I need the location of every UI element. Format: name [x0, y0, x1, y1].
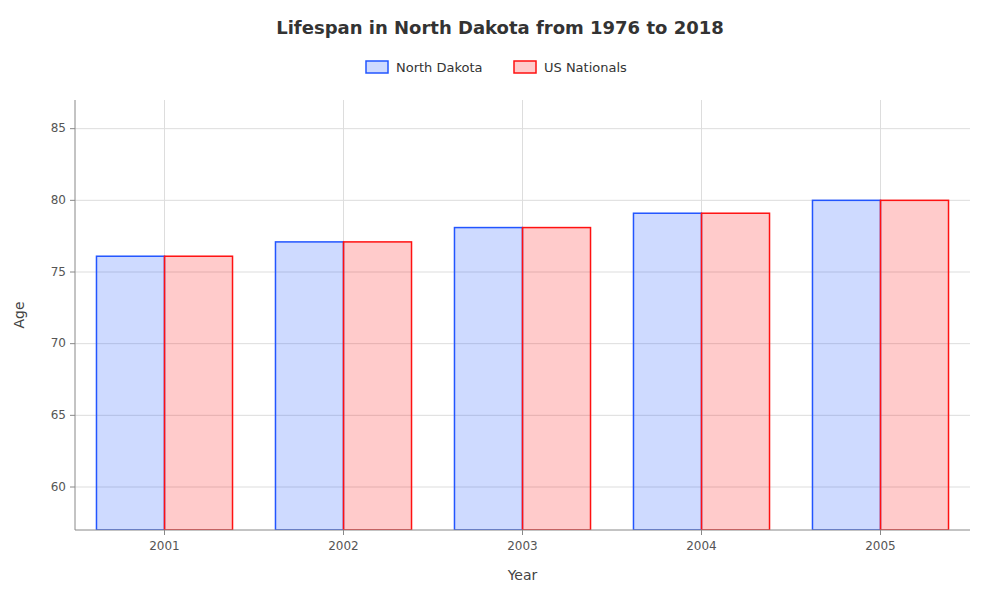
- y-tick: [70, 272, 75, 273]
- legend: North Dakota US Nationals: [366, 60, 627, 75]
- x-tick-label: 2002: [328, 539, 359, 553]
- axes: 60 65 70 75 80 85 2001 2002 2003 2004 2005: [51, 100, 970, 553]
- bar: [165, 256, 233, 530]
- y-tick: [70, 415, 75, 416]
- y-tick: [70, 200, 75, 201]
- bar: [275, 242, 343, 530]
- bar: [633, 213, 701, 530]
- x-tick: [701, 530, 702, 535]
- y-axis-line: [75, 100, 76, 530]
- y-tick-label: 80: [51, 193, 66, 207]
- bar: [702, 213, 770, 530]
- bar: [344, 242, 412, 530]
- x-axis-label: Year: [507, 567, 538, 583]
- y-tick: [70, 128, 75, 129]
- x-tick-label: 2001: [149, 539, 180, 553]
- grid: [75, 100, 970, 530]
- x-tick: [880, 530, 881, 535]
- x-tick-label: 2004: [686, 539, 717, 553]
- bar: [812, 200, 880, 530]
- chart-svg: 60 65 70 75 80 85 2001 2002 2003 2004 2005 Year Age L…: [0, 0, 1000, 600]
- bar: [523, 228, 591, 530]
- legend-label: US Nationals: [544, 60, 627, 75]
- y-tick-label: 65: [51, 408, 66, 422]
- bars: [96, 200, 948, 530]
- x-tick: [343, 530, 344, 535]
- bar: [454, 228, 522, 530]
- y-tick-label: 60: [51, 480, 66, 494]
- bar: [96, 256, 164, 530]
- y-tick: [70, 487, 75, 488]
- y-axis-label: Age: [11, 301, 27, 328]
- legend-swatch: [366, 61, 388, 73]
- x-tick-label: 2003: [507, 539, 538, 553]
- x-tick: [164, 530, 165, 535]
- legend-swatch: [514, 61, 536, 73]
- bar: [881, 200, 949, 530]
- chart-container: 60 65 70 75 80 85 2001 2002 2003 2004 2005 Year Age L…: [0, 0, 1000, 600]
- y-tick-label: 70: [51, 336, 66, 350]
- x-tick-label: 2005: [865, 539, 896, 553]
- legend-label: North Dakota: [396, 60, 483, 75]
- y-tick-label: 85: [51, 121, 66, 135]
- y-tick-label: 75: [51, 265, 66, 279]
- title: Lifespan in North Dakota from 1976 to 20…: [276, 17, 724, 38]
- y-tick: [70, 343, 75, 344]
- x-tick: [522, 530, 523, 535]
